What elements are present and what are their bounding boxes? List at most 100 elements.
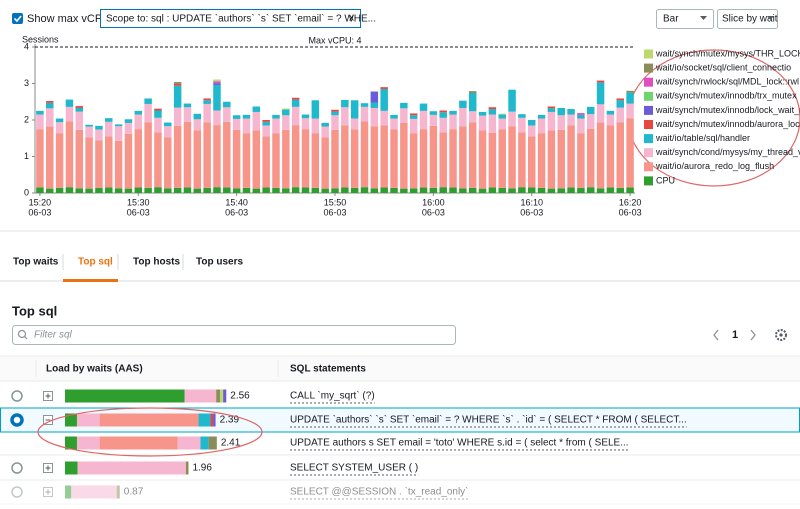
settings-icon[interactable]	[775, 329, 787, 341]
bar-segment	[488, 107, 497, 110]
bar-segment	[468, 122, 477, 188]
bar-segment	[380, 187, 388, 193]
bar-segment	[341, 99, 349, 108]
bar-segment	[429, 187, 438, 193]
filter-placeholder: Filter sql	[34, 330, 73, 341]
radio[interactable]	[11, 486, 23, 498]
column-header: SQL statements	[290, 364, 366, 375]
bar-segment	[301, 118, 310, 130]
sql-statement[interactable]: UPDATE `authors` `s` SET `email` = ? WHE…	[290, 414, 687, 426]
bar-segment	[409, 118, 418, 134]
tab[interactable]: Top users	[196, 257, 243, 268]
bar-segment	[606, 187, 615, 193]
slice-select-label: Slice by wait	[722, 14, 778, 25]
prev-page[interactable]	[713, 329, 719, 341]
bar-segment	[488, 187, 497, 193]
bar-segment	[213, 84, 221, 111]
bar-segment	[105, 187, 113, 193]
bar-segment	[567, 114, 575, 126]
bar-segment	[321, 126, 329, 138]
bar-segment	[488, 132, 497, 188]
bar-segment	[114, 124, 123, 127]
load-label: 0.87	[124, 487, 144, 498]
bar-segment	[577, 187, 585, 193]
bar-segment	[547, 106, 556, 109]
legend-label: wait/synch/mutex/mysys/THR_LOCK::mu	[655, 48, 800, 58]
bar-segment	[459, 100, 467, 108]
bar-segment	[449, 129, 457, 188]
tab[interactable]: Top waits	[13, 257, 59, 268]
load-label: 2.56	[230, 391, 250, 402]
x-tick-label: 15:30	[127, 197, 150, 207]
load-segment	[223, 389, 227, 403]
scope-close[interactable]: x	[349, 13, 354, 24]
bar-segment	[232, 188, 241, 193]
checkbox[interactable]	[12, 13, 23, 24]
bar-segment	[173, 125, 182, 188]
bar-segment	[616, 107, 624, 123]
bar-segment	[85, 126, 93, 138]
legend-swatch	[644, 91, 653, 101]
view-select[interactable]	[656, 9, 714, 29]
bar-segment	[232, 118, 241, 130]
search-icon	[24, 336, 28, 340]
radio[interactable]	[11, 390, 23, 402]
bar-segment	[36, 129, 44, 188]
bar-segment	[518, 117, 526, 133]
x-tick-label: 06-03	[28, 207, 51, 217]
bar-segment	[114, 140, 123, 189]
sql-statement[interactable]: SELECT @@SESSION . `tx_read_only`	[290, 486, 469, 498]
bar-segment	[291, 187, 300, 193]
bar-segment	[508, 89, 516, 112]
bar-segment	[360, 106, 369, 122]
bar-segment	[400, 102, 408, 109]
bar-segment	[242, 114, 251, 119]
bar-segment	[124, 119, 133, 123]
bar-segment	[498, 113, 506, 115]
load-segment	[116, 485, 120, 499]
filter-input[interactable]	[12, 325, 456, 345]
sql-statement[interactable]: UPDATE authors s SET email = 'toto' WHER…	[290, 438, 629, 449]
bar-segment	[144, 187, 152, 193]
slice-select[interactable]	[717, 9, 778, 29]
bar-segment	[213, 125, 221, 188]
load-label: 2.39	[220, 415, 240, 426]
bar-segment	[468, 187, 477, 193]
bar-segment	[95, 187, 103, 193]
table-row: 1.96 SELECT SYSTEM_USER ( )	[0, 461, 800, 481]
bar-segment	[547, 130, 556, 189]
bar-segment	[36, 110, 44, 115]
highlight-ellipse	[37, 407, 263, 457]
bar-segment	[282, 109, 290, 116]
bar-segment	[626, 187, 634, 193]
bar-segment	[419, 103, 428, 111]
checkbox-label[interactable]: Show max vCPU	[27, 13, 110, 25]
next-page[interactable]	[750, 329, 756, 341]
bar-segment	[587, 128, 595, 188]
bar-segment	[449, 110, 457, 115]
load-segment	[185, 461, 189, 475]
bar-segment	[606, 114, 615, 126]
bar-segment	[380, 88, 388, 111]
radio[interactable]	[11, 462, 23, 474]
page-number[interactable]: 1	[732, 329, 738, 341]
bar-segment	[429, 111, 438, 115]
radio[interactable]	[10, 413, 24, 427]
bar-segment	[370, 188, 379, 193]
bar-segment	[183, 187, 192, 193]
bar-segment	[400, 108, 408, 123]
bar-segment	[291, 106, 300, 126]
bar-segment	[114, 126, 123, 141]
tab[interactable]: Top sql	[78, 257, 113, 268]
tab[interactable]: Top hosts	[133, 257, 180, 268]
bar-segment	[65, 187, 74, 193]
bar-segment	[282, 129, 290, 189]
bar-segment	[567, 125, 575, 188]
sql-statement[interactable]: CALL `my_sqrt` (?)	[290, 390, 375, 402]
table-title: Top sql	[12, 303, 57, 318]
bar-segment	[46, 188, 54, 193]
sql-statement[interactable]: SELECT SYSTEM_USER ( )	[290, 463, 418, 474]
bar-segment	[557, 188, 565, 193]
load-label: 1.96	[192, 463, 212, 474]
bar-segment	[360, 187, 369, 193]
